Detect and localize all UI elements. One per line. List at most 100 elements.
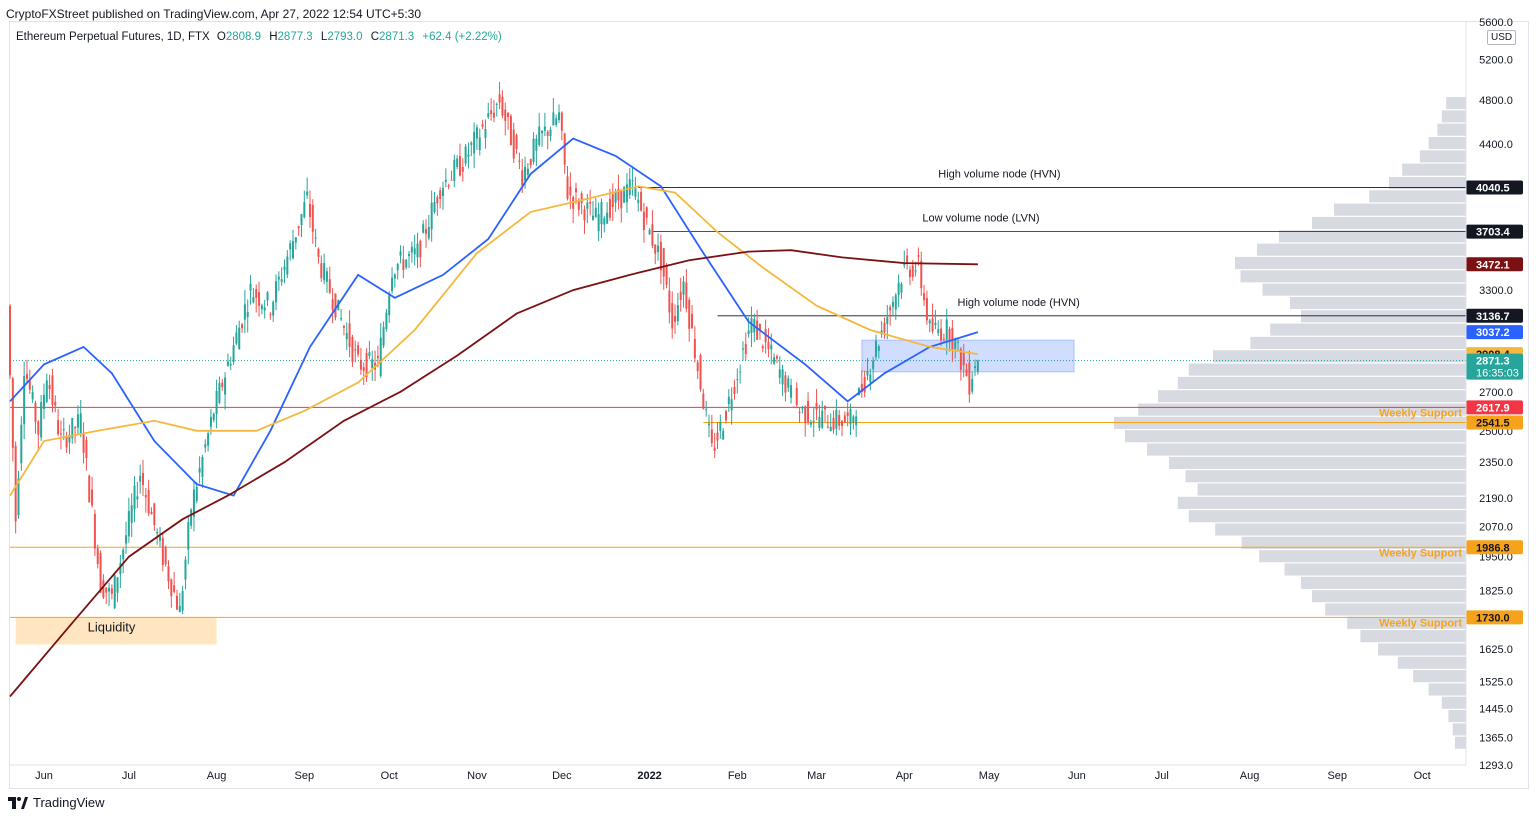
bearish-candle <box>798 411 801 413</box>
bullish-candle <box>108 587 111 592</box>
bullish-candle <box>809 421 812 425</box>
bullish-candle <box>277 276 280 280</box>
bearish-candle <box>841 421 844 427</box>
bullish-candle <box>218 383 221 403</box>
bullish-candle <box>543 126 546 131</box>
volume-profile-bar <box>1389 176 1466 190</box>
bearish-candle <box>110 588 113 594</box>
bearish-candle <box>569 186 572 196</box>
axis-price-label: 2871.316:35:03 <box>1466 353 1523 380</box>
volume-profile-bar <box>1257 243 1466 256</box>
bullish-candle <box>122 549 125 560</box>
volume-profile-bar <box>1301 576 1466 589</box>
axis-price-label-bg <box>1466 308 1523 323</box>
bearish-candle <box>807 400 810 423</box>
bullish-candle <box>249 283 252 291</box>
bearish-candle <box>308 203 311 218</box>
moving-average-line <box>9 137 979 497</box>
tradingview-logo[interactable]: TradingView <box>8 795 105 810</box>
bearish-candle <box>88 475 91 503</box>
bearish-candle <box>342 326 345 328</box>
price-tick-label: 1825.0 <box>1479 585 1513 597</box>
bullish-candle <box>473 132 476 154</box>
bullish-candle <box>625 184 628 203</box>
bearish-candle <box>792 406 795 408</box>
bullish-candle <box>42 394 45 410</box>
bullish-candle <box>971 378 974 392</box>
axis-price-label-text: 4040.5 <box>1476 182 1510 194</box>
volume-profile-bar <box>1241 536 1466 549</box>
bearish-candle <box>57 419 60 435</box>
bullish-candle <box>470 142 473 145</box>
bullish-candle <box>292 241 294 259</box>
price-tick-label: 5200.0 <box>1479 55 1513 67</box>
axis-price-label: 2541.5 <box>1466 415 1523 430</box>
bullish-candle <box>586 202 589 209</box>
bullish-candle <box>430 202 433 230</box>
bearish-candle <box>85 439 88 458</box>
bullish-candle <box>40 402 43 438</box>
axis-price-label-text: 3703.4 <box>1476 227 1511 239</box>
bearish-candle <box>144 495 147 498</box>
bearish-candle <box>48 384 51 390</box>
bearish-candle <box>640 192 643 211</box>
volume-profile-bar <box>1185 470 1466 483</box>
axis-price-label-bg <box>1466 400 1523 415</box>
bullish-candle <box>829 427 832 432</box>
bearish-candle <box>608 198 611 218</box>
bearish-candle <box>255 288 258 298</box>
bullish-candle <box>209 416 212 427</box>
bearish-candle <box>889 307 892 311</box>
bullish-candle <box>325 271 328 282</box>
bullish-candle <box>385 312 388 330</box>
bearish-candle <box>105 587 108 593</box>
bullish-candle <box>441 188 444 196</box>
bullish-candle <box>382 327 385 346</box>
time-axis: Jun Jul Aug Sep Oct Nov Dec 2022 Feb Mar Apr May Jun… <box>10 764 1466 782</box>
volume-profile-bar <box>1419 150 1466 163</box>
bearish-candle <box>458 156 461 176</box>
bearish-candle <box>710 429 713 444</box>
price-tick-label: 1625.0 <box>1479 644 1513 656</box>
bullish-candle <box>750 318 753 333</box>
bullish-candle <box>835 409 838 429</box>
bearish-candle <box>311 205 314 232</box>
bullish-candle <box>204 444 207 448</box>
bullish-candle <box>113 575 116 609</box>
bullish-candle <box>263 307 266 311</box>
bullish-candle <box>71 418 74 439</box>
bearish-candle <box>11 378 14 448</box>
publish-info: CryptoFXStreet published on TradingView.… <box>6 7 422 21</box>
bullish-candle <box>894 295 897 310</box>
open-label: O <box>216 31 226 43</box>
axis-price-label-bg <box>1466 257 1523 272</box>
bullish-candle <box>541 130 544 134</box>
bearish-candle <box>951 327 954 350</box>
axis-price-label-text: 2871.3 <box>1476 356 1510 368</box>
volume-profile-bar <box>1177 376 1466 389</box>
bearish-candle <box>589 201 592 204</box>
bullish-candle <box>555 118 558 125</box>
change-value: +62.4 (+2.22%) <box>422 31 502 43</box>
bearish-candle <box>221 382 224 387</box>
bearish-candle <box>331 299 334 310</box>
axis-price-label-bg <box>1466 180 1523 195</box>
bearish-candle <box>37 421 40 435</box>
bearish-candle <box>577 201 580 210</box>
bearish-candle <box>359 359 362 370</box>
high-label: H <box>269 31 278 43</box>
bearish-candle <box>838 414 841 426</box>
bullish-candle <box>614 192 617 203</box>
currency-selector[interactable]: USD <box>1487 30 1517 45</box>
price-tick-label: 2700.0 <box>1479 387 1513 399</box>
bearish-candle <box>481 124 484 127</box>
bearish-candle <box>654 244 657 254</box>
bullish-candle <box>866 371 869 376</box>
liquidity-zone-label: Liquidity <box>88 619 136 634</box>
bullish-candle <box>821 410 824 428</box>
bearish-candle <box>843 415 846 423</box>
price-axis: 5600.0 5200.0 4800.0 4400.0 4040.5 3703.4 3472… <box>1479 17 1513 772</box>
bullish-candle <box>388 295 391 316</box>
bearish-candle <box>931 318 934 332</box>
